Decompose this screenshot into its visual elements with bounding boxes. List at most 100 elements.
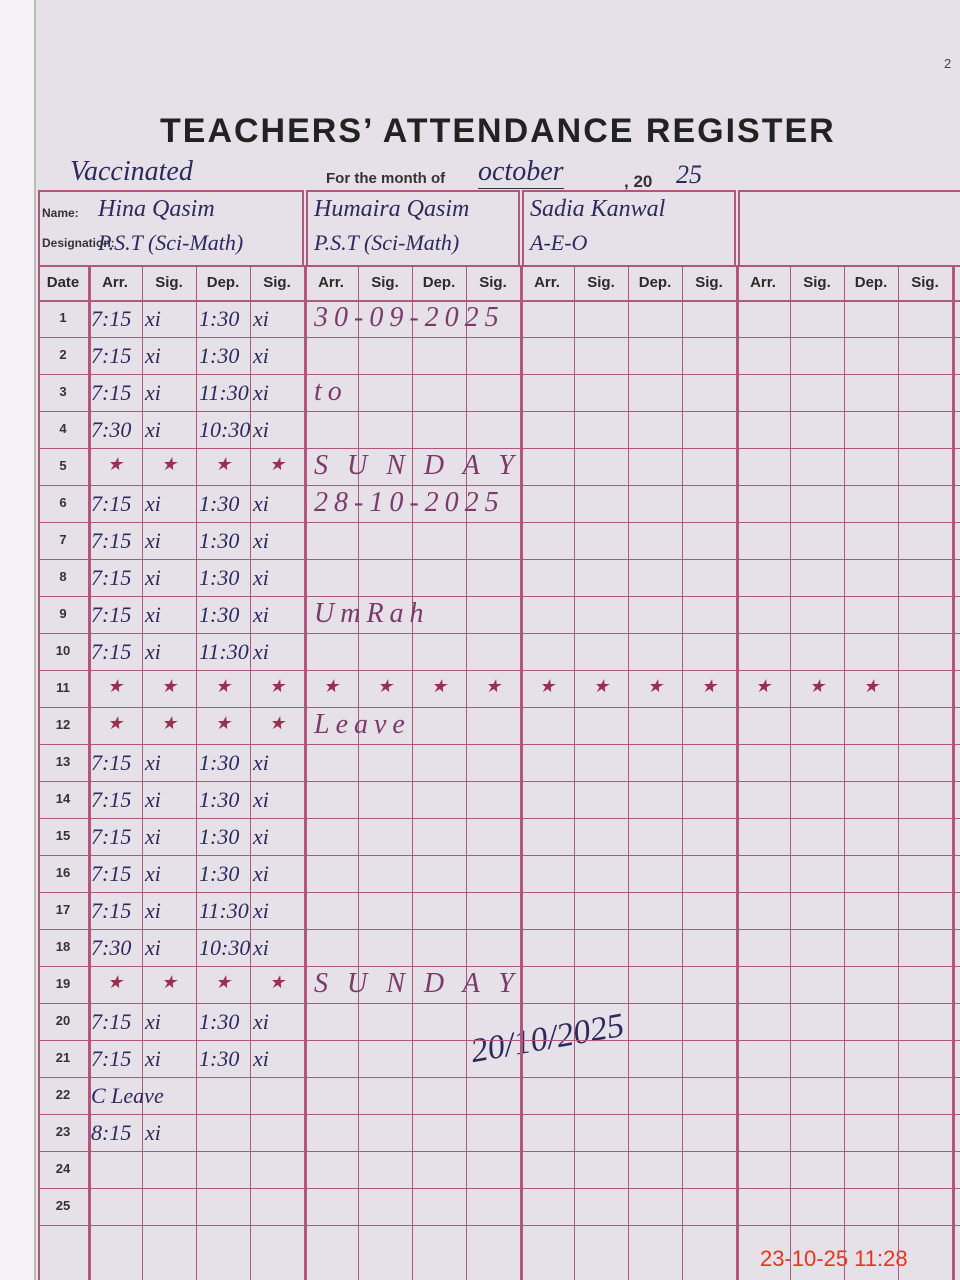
entry-cell: 1:30 xyxy=(199,343,240,368)
entry-cell: ★ xyxy=(160,454,178,474)
entry-cell: xi xyxy=(253,602,269,627)
entry-cell: 10:30 xyxy=(199,935,251,960)
entry-cell: 11:30 xyxy=(199,639,249,664)
grid-line xyxy=(38,337,960,338)
grid-line xyxy=(38,265,960,267)
entry-cell: xi xyxy=(145,565,161,590)
date-cell: 3 xyxy=(59,384,67,399)
teacher-designation: P.S.T (Sci-Math) xyxy=(314,230,460,255)
grid-line xyxy=(38,485,960,486)
entry-cell: ★ xyxy=(808,676,826,696)
date-cell: 8 xyxy=(59,569,67,584)
entry-cell: 7:15 xyxy=(91,565,132,590)
entry-cell: 7:15 xyxy=(91,528,132,553)
entry-cell: 7:15 xyxy=(91,824,132,849)
grid-line xyxy=(38,1003,960,1004)
grid-line xyxy=(682,265,683,1280)
entry-cell: xi xyxy=(145,861,161,886)
entry-cell: ★ xyxy=(484,676,502,696)
entry-cell: xi xyxy=(145,380,161,405)
teacher-name: Humaira Qasim xyxy=(314,196,470,222)
teacher-designation: A-E-O xyxy=(530,230,588,255)
entry-cell: xi xyxy=(145,639,161,664)
grid-line xyxy=(38,522,960,523)
date-cell: 10 xyxy=(55,643,71,658)
grid-line xyxy=(38,892,960,893)
entry-cell: 7:15 xyxy=(91,380,132,405)
entry-cell: 8:15 xyxy=(91,1120,132,1145)
designation-label: Designation: xyxy=(42,236,115,250)
entry-cell: xi xyxy=(253,898,269,923)
entry-cell: C Leave xyxy=(91,1083,164,1108)
grid-line xyxy=(38,1188,960,1189)
note: Vaccinated xyxy=(70,156,193,187)
page-number: 2 xyxy=(944,56,952,71)
date-cell: 5 xyxy=(59,458,67,473)
entry-cell: ★ xyxy=(268,972,286,992)
grid-line xyxy=(38,300,960,302)
grid-line xyxy=(952,265,955,1280)
grid-line xyxy=(628,265,629,1280)
entry-cell: xi xyxy=(145,417,161,442)
grid-line xyxy=(38,929,960,930)
entry-cell: 1:30 xyxy=(199,602,240,627)
remark: S U N D A Y xyxy=(314,450,520,481)
grid-line xyxy=(412,265,413,1280)
entry-cell: 1:30 xyxy=(199,824,240,849)
entry-cell: 7:15 xyxy=(91,1046,132,1071)
entry-cell: xi xyxy=(253,417,269,442)
entry-cell: 1:30 xyxy=(199,565,240,590)
column-header: Arr. xyxy=(750,274,776,291)
entry-cell: ★ xyxy=(214,676,232,696)
date-cell: 20 xyxy=(55,1013,71,1028)
entry-cell: 7:15 xyxy=(91,602,132,627)
box-border xyxy=(518,190,520,265)
entry-cell: ★ xyxy=(106,713,124,733)
grid-line xyxy=(38,670,960,671)
entry-cell: ★ xyxy=(214,454,232,474)
grid-line xyxy=(574,265,575,1280)
box-border xyxy=(302,190,304,265)
column-header: Sig. xyxy=(263,274,291,291)
entry-cell: 1:30 xyxy=(199,528,240,553)
entry-cell: ★ xyxy=(646,676,664,696)
column-header: Sig. xyxy=(155,274,183,291)
entry-cell: ★ xyxy=(430,676,448,696)
grid-line xyxy=(38,633,960,634)
grid-line xyxy=(736,265,739,1280)
remark: to xyxy=(314,376,348,407)
grid-line xyxy=(38,448,960,449)
box-border xyxy=(734,190,736,265)
entry-cell: 1:30 xyxy=(199,306,240,331)
entry-cell: xi xyxy=(145,787,161,812)
entry-cell: xi xyxy=(145,824,161,849)
entry-cell: xi xyxy=(253,491,269,516)
date-cell: 13 xyxy=(55,754,71,769)
entry-cell: xi xyxy=(253,935,269,960)
entry-cell: xi xyxy=(253,528,269,553)
column-header: Sig. xyxy=(587,274,615,291)
grid-line xyxy=(38,411,960,412)
date-cell: 19 xyxy=(55,976,71,991)
entry-cell: ★ xyxy=(214,972,232,992)
year: 25 xyxy=(676,160,702,189)
date-cell: 15 xyxy=(55,828,71,843)
entry-cell: ★ xyxy=(160,676,178,696)
entry-cell: 1:30 xyxy=(199,1046,240,1071)
book-edge xyxy=(0,0,36,1280)
date-cell: 14 xyxy=(55,791,71,806)
month: october xyxy=(478,156,564,189)
entry-cell: xi xyxy=(253,861,269,886)
date-cell: 9 xyxy=(59,606,67,621)
grid-line xyxy=(38,265,40,1280)
grid-line xyxy=(38,559,960,560)
grid-line xyxy=(38,707,960,708)
entry-cell: xi xyxy=(253,565,269,590)
entry-cell: 7:15 xyxy=(91,787,132,812)
entry-cell: 11:30 xyxy=(199,380,249,405)
entry-cell: 11:30 xyxy=(199,898,249,923)
box-border xyxy=(522,190,734,192)
entry-cell: xi xyxy=(145,898,161,923)
date-cell: 22 xyxy=(55,1087,71,1102)
